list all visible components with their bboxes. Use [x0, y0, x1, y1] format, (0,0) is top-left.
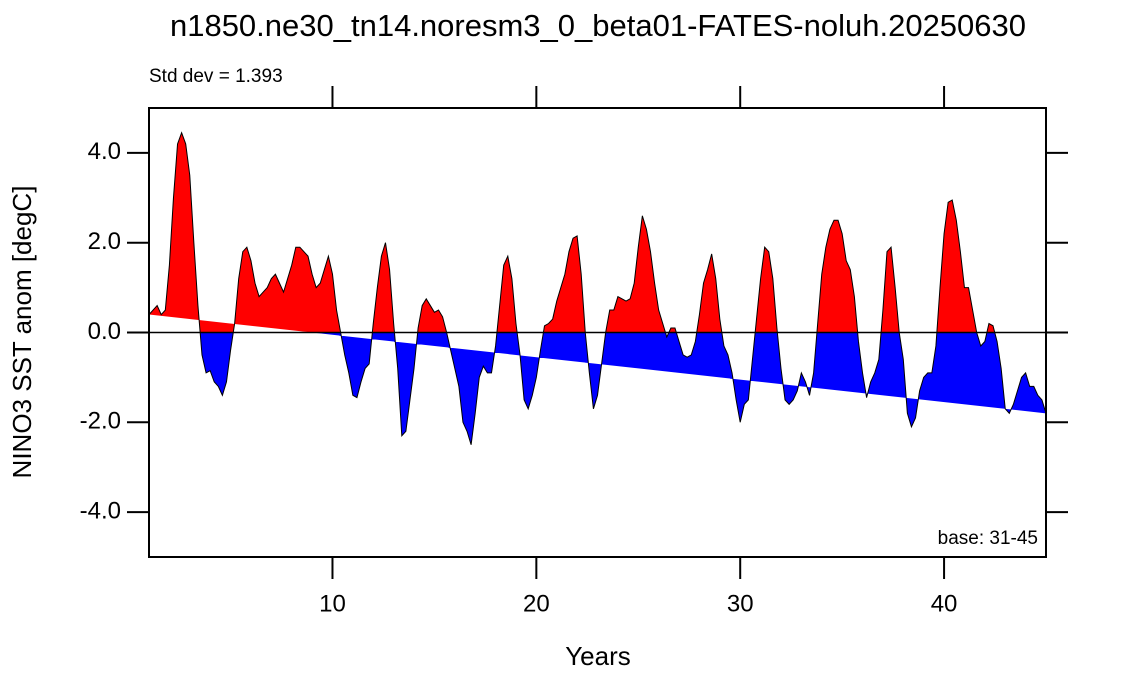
y-tick-label: -2.0 — [80, 408, 121, 435]
series-line — [148, 131, 1047, 445]
x-tick-label: 10 — [319, 590, 346, 617]
y-tick-label: -4.0 — [80, 497, 121, 524]
subtitle: Std dev = 1.393 — [149, 66, 283, 87]
y-tick-label: 0.0 — [88, 318, 121, 345]
annotation: base: 31-45 — [938, 528, 1038, 549]
x-tick-label: 20 — [523, 590, 550, 617]
y-tick-label: 4.0 — [88, 138, 121, 165]
negative-area — [200, 332, 1046, 445]
positive-area — [149, 132, 995, 333]
x-tick-label: 40 — [931, 590, 958, 617]
x-axis-label: Years — [565, 641, 631, 671]
chart-title: n1850.ne30_tn14.noresm3_0_beta01-FATES-n… — [170, 8, 1026, 43]
y-axis-label: NINO3 SST anom [degC] — [7, 186, 37, 479]
y-tick-label: 2.0 — [88, 228, 121, 255]
x-tick-label: 30 — [727, 590, 754, 617]
